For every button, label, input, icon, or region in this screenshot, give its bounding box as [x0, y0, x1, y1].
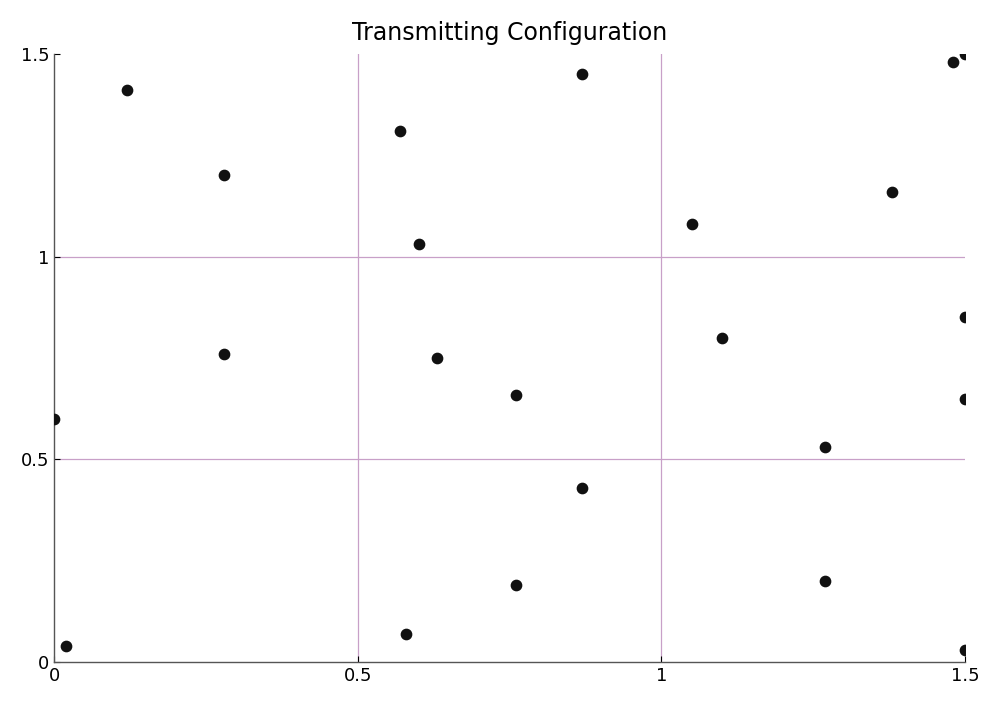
Point	[817, 442, 833, 453]
Point	[945, 56, 961, 68]
Point	[392, 125, 408, 136]
Point	[957, 48, 973, 59]
Point	[957, 393, 973, 405]
Point	[884, 186, 900, 197]
Point	[58, 640, 74, 652]
Point	[684, 218, 700, 229]
Point	[817, 575, 833, 587]
Point	[411, 239, 427, 250]
Point	[508, 389, 524, 400]
Point	[398, 628, 414, 640]
Point	[574, 68, 590, 80]
Point	[216, 348, 232, 359]
Title: Transmitting Configuration: Transmitting Configuration	[352, 21, 667, 45]
Point	[957, 645, 973, 656]
Point	[714, 332, 730, 343]
Point	[216, 169, 232, 181]
Point	[119, 85, 135, 96]
Point	[508, 580, 524, 591]
Point	[429, 352, 445, 364]
Point	[46, 413, 62, 424]
Point	[957, 312, 973, 323]
Point	[574, 482, 590, 493]
